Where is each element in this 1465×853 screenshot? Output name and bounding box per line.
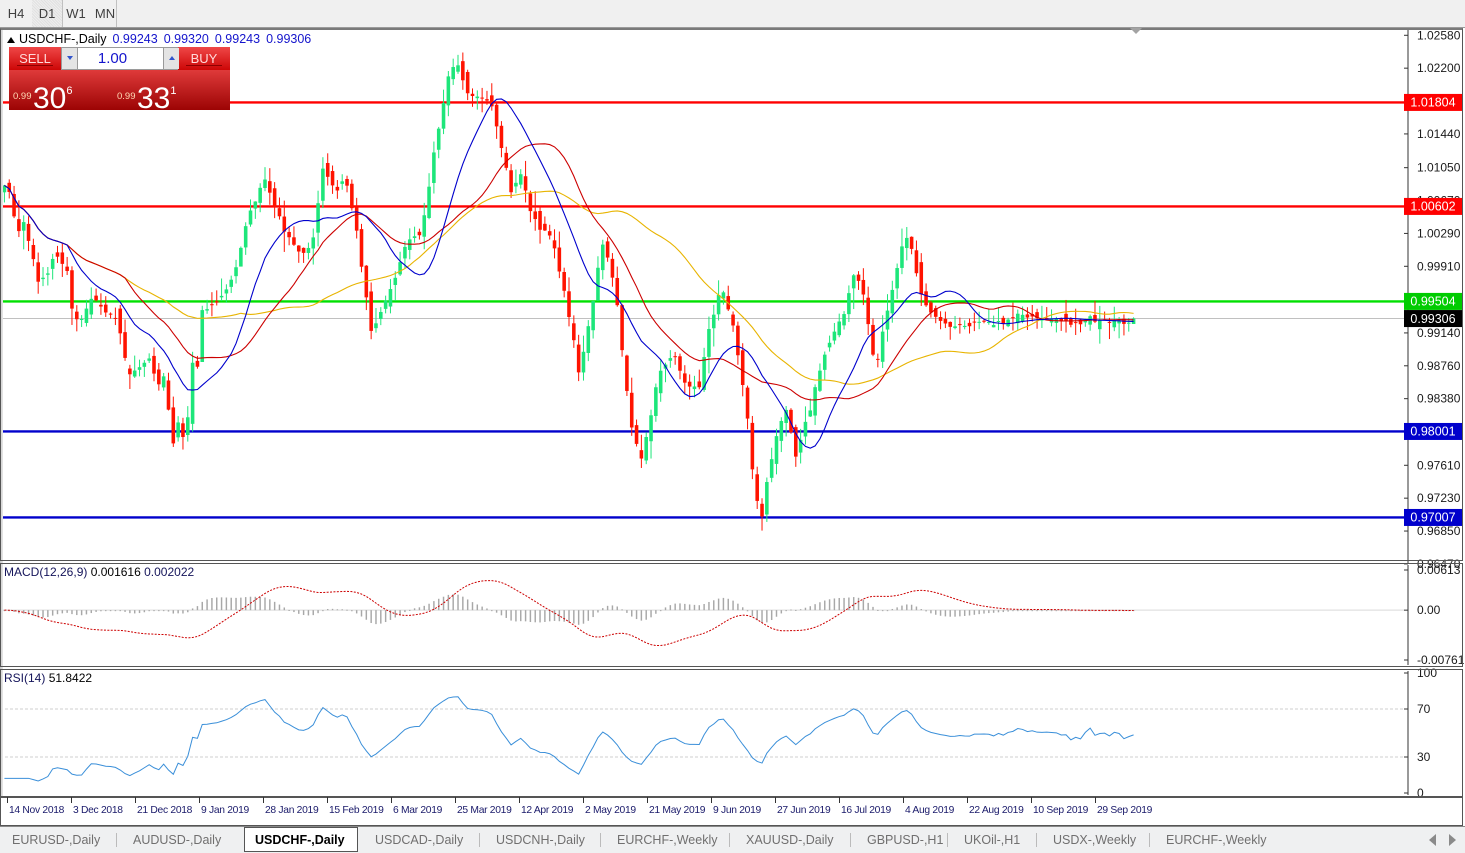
svg-text:-0.00761: -0.00761 xyxy=(1417,653,1465,667)
svg-text:70: 70 xyxy=(1417,702,1431,716)
svg-text:0.96850: 0.96850 xyxy=(1417,524,1461,538)
svg-text:1.02200: 1.02200 xyxy=(1417,61,1461,75)
svg-text:0.98760: 0.98760 xyxy=(1417,359,1461,373)
svg-text:0.00613: 0.00613 xyxy=(1417,563,1461,577)
svg-text:0.97610: 0.97610 xyxy=(1417,458,1461,472)
svg-text:1.01440: 1.01440 xyxy=(1417,127,1461,141)
svg-text:1.01050: 1.01050 xyxy=(1417,161,1461,175)
svg-text:1.02580: 1.02580 xyxy=(1417,28,1461,42)
svg-text:0.99504: 0.99504 xyxy=(1410,295,1455,309)
svg-text:0.97007: 0.97007 xyxy=(1410,511,1455,525)
svg-text:0.99140: 0.99140 xyxy=(1417,326,1461,340)
svg-text:0.00: 0.00 xyxy=(1417,603,1441,617)
svg-text:0.96470: 0.96470 xyxy=(1417,557,1461,571)
svg-text:1.00602: 1.00602 xyxy=(1410,200,1455,214)
svg-text:0.97230: 0.97230 xyxy=(1417,491,1461,505)
svg-text:0.99910: 0.99910 xyxy=(1417,259,1461,273)
svg-text:1.00670: 1.00670 xyxy=(1417,194,1461,208)
svg-text:0.98380: 0.98380 xyxy=(1417,392,1461,406)
svg-text:1.01804: 1.01804 xyxy=(1410,96,1455,110)
svg-text:0.99306: 0.99306 xyxy=(1410,312,1455,326)
svg-text:0.98001: 0.98001 xyxy=(1410,425,1455,439)
svg-text:100: 100 xyxy=(1417,666,1437,680)
svg-text:30: 30 xyxy=(1417,750,1431,764)
svg-text:0: 0 xyxy=(1417,786,1424,800)
svg-text:1.00290: 1.00290 xyxy=(1417,226,1461,240)
